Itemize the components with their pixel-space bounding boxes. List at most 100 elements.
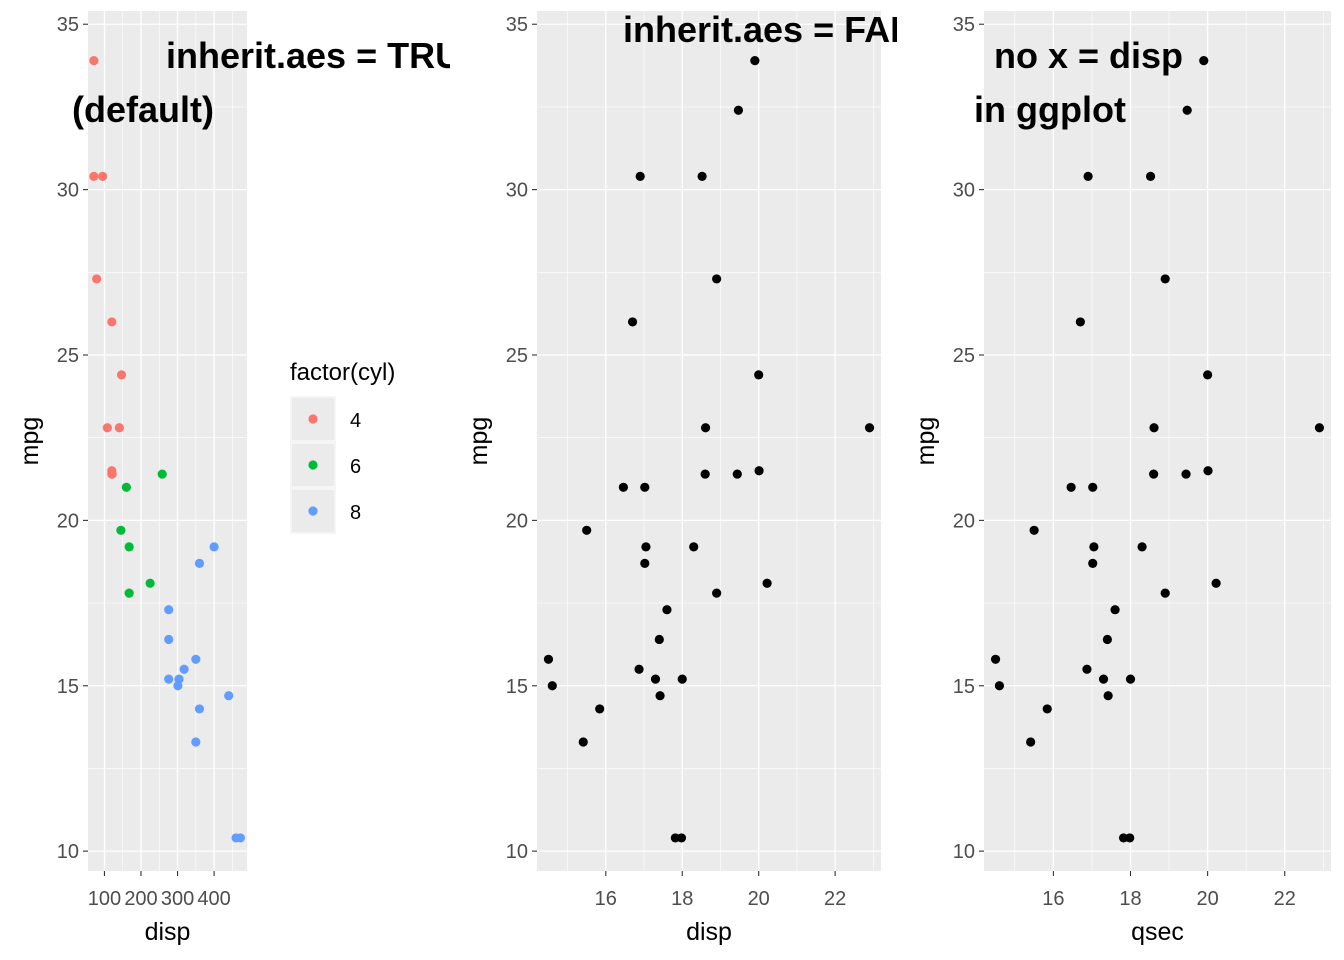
y-tick-label: 30 (57, 180, 79, 202)
y-tick-label: 30 (506, 180, 528, 202)
data-point (1102, 634, 1112, 645)
data-point (107, 469, 117, 479)
legend-title: factor(cyl) (290, 359, 395, 386)
data-point (1042, 704, 1052, 714)
data-point (634, 664, 644, 674)
data-point (1125, 674, 1136, 684)
data-point (1149, 469, 1159, 479)
x-tick-label: 22 (824, 888, 846, 910)
panel-1-y-axis-label: mpg (16, 417, 44, 466)
data-point (754, 466, 764, 476)
data-point (543, 654, 554, 664)
data-point (116, 525, 126, 535)
data-point (89, 56, 99, 66)
data-point (1026, 737, 1036, 747)
data-point (89, 171, 99, 181)
data-point (231, 833, 241, 843)
data-point (92, 274, 102, 284)
y-tick-label: 35 (953, 14, 975, 36)
data-point (191, 654, 201, 664)
legend: factor(cyl) 4 6 8 (290, 359, 395, 534)
panel-background (537, 11, 881, 871)
panel-3-title-line-2: in ggplot (974, 89, 1126, 130)
x-tick-label: 300 (161, 888, 194, 910)
data-point (655, 691, 665, 701)
data-point (994, 681, 1005, 691)
data-point (700, 423, 711, 433)
data-point (712, 588, 722, 598)
y-tick-label: 30 (953, 180, 975, 202)
panel-3-y-axis-label: mpg (912, 417, 940, 466)
y-tick-label: 25 (506, 345, 528, 367)
y-tick-label: 35 (506, 14, 528, 36)
legend-key (290, 488, 336, 534)
panel-no-x-disp: 16 18 20 22 10 15 20 25 30 35 no x = disp in ggpl… (912, 11, 1331, 946)
data-point (635, 171, 645, 181)
legend-label-6: 6 (350, 456, 361, 478)
data-point (677, 674, 687, 684)
data-point (1029, 525, 1039, 535)
data-point (1083, 171, 1093, 181)
data-point (124, 542, 134, 552)
data-point (1203, 466, 1213, 476)
data-point (662, 605, 672, 615)
legend-swatch (308, 506, 318, 516)
data-point (990, 654, 1001, 664)
data-point (733, 105, 744, 115)
data-point (650, 674, 661, 684)
data-point (1089, 542, 1099, 552)
legend-swatch (308, 414, 318, 424)
data-point (641, 542, 651, 552)
data-point (697, 171, 707, 181)
panel-1-title-line-2: (default) (72, 89, 214, 130)
x-tick-label: 100 (88, 888, 121, 910)
panel-background (984, 11, 1331, 871)
data-point (689, 542, 699, 552)
data-point (1075, 317, 1085, 327)
data-point (1199, 56, 1209, 66)
x-tick-label: 18 (1119, 888, 1141, 910)
data-point (114, 423, 124, 433)
y-tick-label: 15 (506, 676, 528, 698)
panel-inherit-false: 16 18 20 22 10 15 20 25 30 35 inherit.aes = FALSE… (465, 9, 897, 946)
data-point (164, 605, 174, 615)
data-point (595, 704, 605, 714)
data-point (121, 482, 131, 492)
y-tick-label: 15 (57, 676, 79, 698)
data-point (157, 469, 167, 479)
panel-inherit-true: 100 200 300 400 10 15 20 25 30 35 inherit.aes = T… (16, 11, 450, 946)
data-point (700, 469, 710, 479)
data-point (173, 681, 183, 691)
y-tick-label: 25 (57, 345, 79, 367)
data-point (654, 634, 664, 645)
data-point (98, 171, 108, 181)
y-tick-label: 10 (506, 841, 528, 863)
data-point (1118, 833, 1129, 843)
panel-2-y-axis-label: mpg (465, 417, 493, 466)
legend-label-4: 4 (350, 410, 361, 432)
data-point (1314, 423, 1325, 433)
data-point (1088, 482, 1098, 492)
data-point (640, 482, 650, 492)
data-point (1145, 171, 1156, 181)
data-point (1211, 578, 1221, 588)
data-point (1149, 423, 1159, 433)
legend-label-8: 8 (350, 502, 361, 524)
y-tick-label: 10 (953, 841, 975, 863)
panel-background (88, 11, 247, 871)
data-point (191, 737, 201, 747)
data-point (864, 423, 875, 433)
panel-1-x-axis-label: disp (145, 918, 191, 946)
data-point (578, 737, 588, 747)
y-tick-label: 20 (506, 510, 528, 532)
data-point (194, 704, 205, 714)
panel-2-x-axis-label: disp (686, 918, 732, 946)
panel-3-x-axis-label: qsec (1131, 918, 1184, 946)
data-point (1182, 105, 1192, 115)
data-point (732, 469, 742, 479)
data-point (102, 423, 112, 433)
data-point (712, 274, 722, 284)
y-tick-label: 10 (57, 841, 79, 863)
data-point (670, 833, 680, 843)
